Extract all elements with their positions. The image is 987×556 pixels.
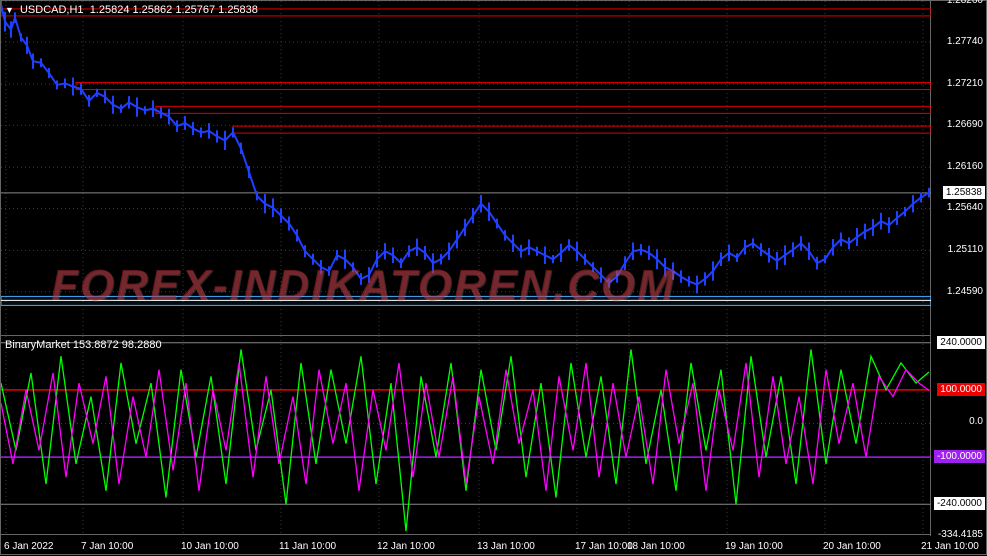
chart-title: ▼ USDCAD,H1 1.25824 1.25862 1.25767 1.25… [5,4,258,16]
indicator-panel[interactable] [1,336,931,536]
chart-container[interactable]: ▼ USDCAD,H1 1.25824 1.25862 1.25767 1.25… [0,0,987,555]
price-tick-label: 1.27210 [947,78,983,89]
time-tick-label: 13 Jan 10:00 [477,541,535,552]
time-tick-label: 19 Jan 10:00 [725,541,783,552]
price-tick-label: 1.27740 [947,36,983,47]
ohlc-label: 1.25824 1.25862 1.25767 1.25838 [90,4,258,16]
time-tick-label: 6 Jan 2022 [4,541,54,552]
price-tick-label: 1.25640 [947,202,983,213]
time-tick-label: 21 Jan 10:00 [921,541,979,552]
price-panel[interactable] [1,1,931,336]
time-tick-label: 11 Jan 10:00 [279,541,336,552]
price-chart-svg [1,1,931,336]
indicator-tick-label: -334.4185 [938,529,983,540]
indicator-chart-svg [1,336,931,536]
indicator-values: 153.8872 98.2880 [73,339,162,351]
indicator-name: BinaryMarket [5,339,70,351]
indicator-tick-label: 240.0000 [937,336,985,349]
symbol-label: USDCAD,H1 [20,4,84,16]
indicator-title: BinaryMarket 153.8872 98.2880 [5,339,162,351]
price-tick-label: 1.28260 [947,0,983,6]
time-tick-label: 12 Jan 10:00 [377,541,435,552]
price-tick-label: 1.26160 [947,161,983,172]
time-tick-label: 17 Jan 10:00 [575,541,633,552]
time-tick-label: 10 Jan 10:00 [181,541,239,552]
y-axis: 1.28260 1.27740 1.27210 1.26690 1.26160 1.256… [930,1,986,556]
time-tick-label: 7 Jan 10:00 [81,541,133,552]
time-tick-label: 20 Jan 10:00 [823,541,881,552]
time-tick-label: 18 Jan 10:00 [627,541,685,552]
price-tick-label: 1.24590 [947,286,983,297]
indicator-tick-label: -100.0000 [934,450,985,463]
indicator-tick-label: 100.0000 [937,383,985,396]
price-tick-label: 1.26690 [947,119,983,130]
current-price-label: 1.25838 [943,186,985,199]
time-axis: 6 Jan 2022 7 Jan 10:00 10 Jan 10:00 11 Jan … [1,534,931,554]
indicator-tick-label: 0.0 [969,416,983,427]
price-tick-label: 1.25110 [948,244,983,255]
indicator-tick-label: -240.0000 [934,497,985,510]
dropdown-icon[interactable]: ▼ [5,5,14,15]
